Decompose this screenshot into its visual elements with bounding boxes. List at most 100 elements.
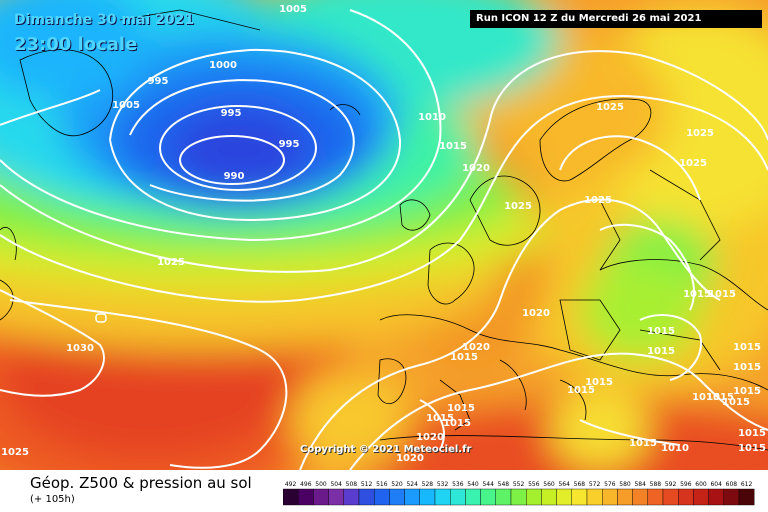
- isobar-label: 995: [279, 139, 300, 150]
- scale-tick-label: 496: [300, 481, 312, 488]
- isobar-label: 1025: [504, 201, 532, 212]
- scale-tick-label: 492: [285, 481, 297, 488]
- isobar-label: 1025: [679, 158, 707, 169]
- isobar-label: 1015: [450, 352, 478, 363]
- scale-swatch: [495, 488, 512, 506]
- isobar-label: 1015: [733, 386, 761, 397]
- isobar-label: 1015: [733, 342, 761, 353]
- isobar-label: 1020: [462, 163, 490, 174]
- scale-tick-label: 560: [543, 481, 555, 488]
- isobar-label: 1020: [522, 308, 550, 319]
- scale-tick-label: 612: [741, 481, 753, 488]
- scale-swatch: [510, 488, 527, 506]
- scale-tick-label: 604: [710, 481, 722, 488]
- scale-tick-label: 556: [528, 481, 540, 488]
- scale-tick-label: 512: [361, 481, 373, 488]
- scale-swatch: [297, 488, 314, 506]
- forecast-date: Dimanche 30 mai 2021: [14, 12, 195, 28]
- map-canvas: 1005100099510059959959901010101510201025…: [0, 0, 768, 470]
- isobar-label: 1015: [647, 346, 675, 357]
- scale-tick-label: 580: [619, 481, 631, 488]
- isobar-label: 995: [148, 76, 169, 87]
- isobar-label: 1015: [439, 141, 467, 152]
- isobar-label: 1030: [66, 343, 94, 354]
- scale-tick-label: 536: [452, 481, 464, 488]
- scale-swatch: [723, 488, 740, 506]
- isobar-label: 1015: [443, 418, 471, 429]
- scale-tick-label: 528: [422, 481, 434, 488]
- isobar-labels: 1005100099510059959959901010101510201025…: [1, 4, 766, 464]
- isobar-label: 1015: [733, 362, 761, 373]
- isobar-label: 1020: [416, 432, 444, 443]
- isobar-label: 1015: [426, 413, 454, 424]
- scale-swatch: [313, 488, 329, 506]
- scale-swatch: [632, 488, 649, 506]
- scale-tick-label: 500: [315, 481, 327, 488]
- scale-tick-label: 540: [467, 481, 479, 488]
- scale-swatch: [283, 488, 299, 506]
- small-isobar-ring: [95, 313, 107, 323]
- isobar-label: 1015: [447, 403, 475, 414]
- isobar-label: 1025: [157, 257, 185, 268]
- isobar-label: 1015: [567, 385, 595, 396]
- scale-swatch: [602, 488, 618, 506]
- scale-tick-label: 504: [330, 481, 342, 488]
- z500-color-field: [0, 0, 768, 470]
- scale-swatch: [678, 488, 694, 506]
- scale-tick-label: 520: [391, 481, 403, 488]
- scale-tick-label: 572: [589, 481, 601, 488]
- legend-footer: Géop. Z500 & pression au sol (+ 105h) 49…: [0, 470, 768, 512]
- isobar-label: 1025: [584, 195, 612, 206]
- model-run-banner: Run ICON 12 Z du Mercredi 26 mai 2021: [470, 10, 762, 28]
- isobar-label: 1010: [661, 443, 689, 454]
- scale-swatch: [738, 488, 755, 506]
- legend-title: Géop. Z500 & pression au sol: [30, 474, 252, 492]
- scale-tick-label: 516: [376, 481, 388, 488]
- isobar-label: 1015: [706, 392, 734, 403]
- scale-swatch: [525, 488, 542, 506]
- scale-swatch: [556, 488, 573, 506]
- scale-swatch: [434, 488, 451, 506]
- scale-tick-label: 564: [558, 481, 570, 488]
- scale-swatch: [647, 488, 664, 506]
- scale-tick-label: 588: [650, 481, 662, 488]
- scale-tick-label: 532: [437, 481, 449, 488]
- scale-swatch: [419, 488, 436, 506]
- scale-swatch: [541, 488, 557, 506]
- isobar-label: 990: [224, 171, 245, 182]
- scale-swatch: [449, 488, 466, 506]
- scale-tick-label: 584: [634, 481, 646, 488]
- isobar-label: 1005: [279, 4, 307, 15]
- scale-swatch: [358, 488, 375, 506]
- color-scale: 492 496 500 504 508 512 516 520 524 528 532 536 540 5…: [283, 481, 755, 506]
- scale-swatch: [373, 488, 390, 506]
- isobar-label: 1020: [462, 342, 490, 353]
- scale-tick-label: 552: [513, 481, 525, 488]
- scale-swatch: [465, 488, 481, 506]
- scale-swatch: [708, 488, 725, 506]
- forecast-time: 23:00 locale: [14, 34, 138, 55]
- legend-subtitle: (+ 105h): [30, 494, 75, 505]
- scale-swatch: [343, 488, 360, 506]
- scale-swatch: [662, 488, 679, 506]
- scale-tick-label: 608: [726, 481, 738, 488]
- scale-tick-label: 596: [680, 481, 692, 488]
- scale-swatch: [571, 488, 588, 506]
- scale-swatch: [404, 488, 420, 506]
- isobar-label: 1015: [692, 392, 720, 403]
- isobar-label: 995: [221, 108, 242, 119]
- scale-tick-label: 508: [346, 481, 358, 488]
- scale-swatch: [693, 488, 709, 506]
- scale-swatch: [328, 488, 344, 506]
- isobar-label: 1000: [209, 60, 237, 71]
- scale-swatch: [617, 488, 633, 506]
- scale-tick-label: 600: [695, 481, 707, 488]
- isobar-label: 1025: [686, 128, 714, 139]
- isobar-lines: [0, 9, 768, 470]
- copyright-notice: Copyright © 2021 Meteociel.fr: [300, 444, 472, 455]
- scale-tick-label: 544: [482, 481, 494, 488]
- scale-swatch: [480, 488, 497, 506]
- isobar-label: 1015: [708, 289, 736, 300]
- isobar-label: 1005: [112, 100, 140, 111]
